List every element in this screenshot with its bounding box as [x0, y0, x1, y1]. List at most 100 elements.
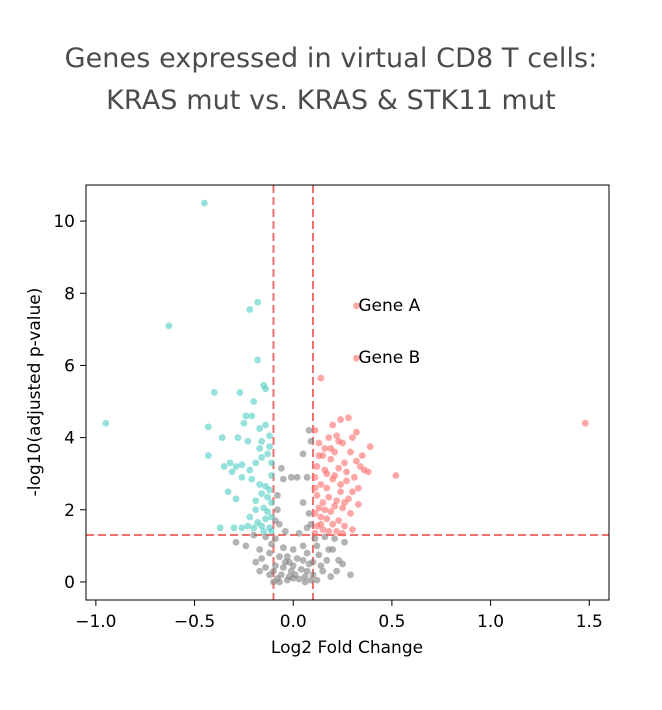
point-up	[341, 499, 348, 506]
point-ns	[323, 556, 331, 564]
y-tick-label: 4	[64, 429, 75, 449]
point-ns	[287, 567, 295, 575]
point-down	[218, 434, 226, 442]
point-ns	[262, 564, 269, 571]
point-ns	[309, 571, 317, 579]
point-down	[258, 454, 266, 461]
point-ns	[299, 542, 307, 550]
point-up	[392, 472, 400, 479]
point-up	[354, 484, 362, 492]
point-ns	[315, 551, 323, 559]
point-up	[341, 459, 348, 467]
point-ns	[283, 576, 291, 584]
point-down	[258, 437, 266, 445]
point-ns	[309, 558, 317, 566]
point-ns	[321, 533, 329, 541]
point-up	[352, 457, 360, 465]
y-tick-label: 8	[64, 284, 75, 304]
point-up	[341, 522, 348, 530]
point-down	[268, 528, 275, 535]
point-up	[343, 468, 350, 476]
point-ns	[313, 542, 321, 550]
point-up	[581, 419, 589, 427]
point-down	[246, 466, 254, 474]
point-ns	[305, 426, 313, 434]
point-up	[321, 506, 329, 514]
point-down	[258, 490, 266, 497]
point-down	[252, 459, 260, 467]
point-ns	[307, 576, 315, 584]
point-ns	[299, 450, 307, 458]
point-up	[319, 526, 327, 534]
point-up	[313, 463, 321, 470]
point-down	[252, 497, 260, 505]
point-down	[226, 459, 234, 467]
point-ns	[285, 558, 293, 566]
point-ns	[313, 576, 321, 584]
point-ns	[276, 553, 283, 561]
point-up	[333, 528, 341, 535]
scatter-points	[102, 199, 589, 586]
point-ns	[279, 564, 287, 571]
title-line-1: Genes expressed in virtual CD8 T cells:	[64, 43, 598, 74]
point-ns	[283, 553, 291, 561]
point-up	[333, 497, 341, 505]
point-down	[165, 322, 173, 330]
point-up	[349, 488, 356, 496]
point-down	[256, 481, 264, 488]
point-down	[256, 445, 264, 452]
title-line-2: KRAS mut vs. KRAS & STK11 mut	[106, 85, 556, 116]
point-up	[319, 499, 327, 506]
point-up	[337, 488, 344, 496]
point-down	[256, 425, 264, 432]
point-down	[262, 515, 269, 523]
point-up	[311, 509, 319, 517]
point-down	[204, 423, 212, 431]
y-tick-label: 10	[53, 212, 75, 232]
x-tick-label: 0.0	[280, 612, 307, 632]
point-ns	[256, 546, 264, 553]
y-axis-ticks: 0 2 4 6 8 10	[53, 212, 86, 593]
point-up	[339, 504, 346, 512]
point-up	[329, 421, 337, 429]
point-ns	[268, 540, 275, 548]
point-up	[329, 520, 337, 528]
point-down	[246, 306, 254, 313]
point-ns	[327, 573, 335, 580]
point-up	[358, 452, 366, 460]
point-ns	[303, 567, 311, 575]
point-down	[254, 298, 262, 306]
point-up	[345, 414, 352, 422]
point-ns	[307, 437, 315, 445]
point-up	[323, 484, 331, 492]
point-ns	[311, 535, 319, 543]
point-ns	[341, 538, 348, 546]
point-up	[352, 302, 360, 310]
point-ns	[289, 546, 297, 553]
point-ns	[303, 473, 311, 481]
point-ns	[305, 509, 313, 517]
point-ns	[272, 562, 279, 570]
point-up	[337, 481, 344, 488]
point-ns	[258, 555, 266, 562]
point-up	[325, 434, 333, 442]
point-down	[232, 463, 240, 470]
annotation-label: Gene A	[358, 296, 420, 316]
point-up	[311, 529, 319, 537]
point-down	[264, 493, 271, 501]
y-tick-label: 2	[64, 501, 75, 521]
point-up	[364, 468, 372, 476]
point-down	[246, 513, 254, 521]
point-down	[262, 385, 269, 393]
point-up	[327, 455, 335, 463]
point-ns	[295, 529, 303, 537]
point-down	[250, 398, 258, 405]
point-ns	[232, 538, 240, 546]
point-down	[250, 524, 258, 532]
point-ns	[339, 560, 346, 568]
point-down	[268, 459, 275, 467]
point-down	[244, 437, 252, 445]
plot-frame	[85, 184, 610, 601]
point-down	[252, 506, 260, 514]
